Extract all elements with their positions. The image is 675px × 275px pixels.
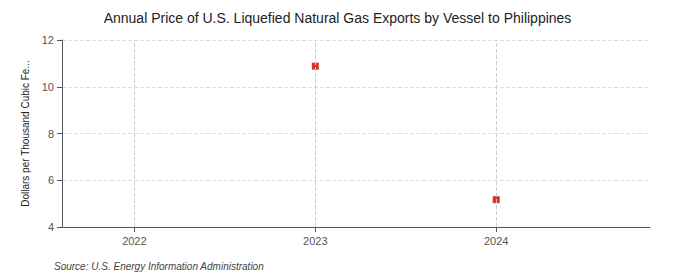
svg-text:6: 6: [48, 174, 54, 186]
svg-text:Dollars per Thousand Cubic Fe.: Dollars per Thousand Cubic Fe...: [20, 60, 31, 207]
svg-text:2023: 2023: [303, 235, 327, 247]
svg-text:10: 10: [42, 81, 54, 93]
svg-text:12: 12: [42, 34, 54, 46]
svg-text:Source: U.S. Energy Informatio: Source: U.S. Energy Information Administ…: [54, 261, 264, 272]
svg-text:2022: 2022: [122, 235, 146, 247]
svg-text:8: 8: [48, 128, 54, 140]
svg-text:2024: 2024: [484, 235, 508, 247]
svg-text:Annual Price of U.S. Liquefied: Annual Price of U.S. Liquefied Natural G…: [104, 10, 572, 26]
svg-text:4: 4: [48, 221, 54, 233]
